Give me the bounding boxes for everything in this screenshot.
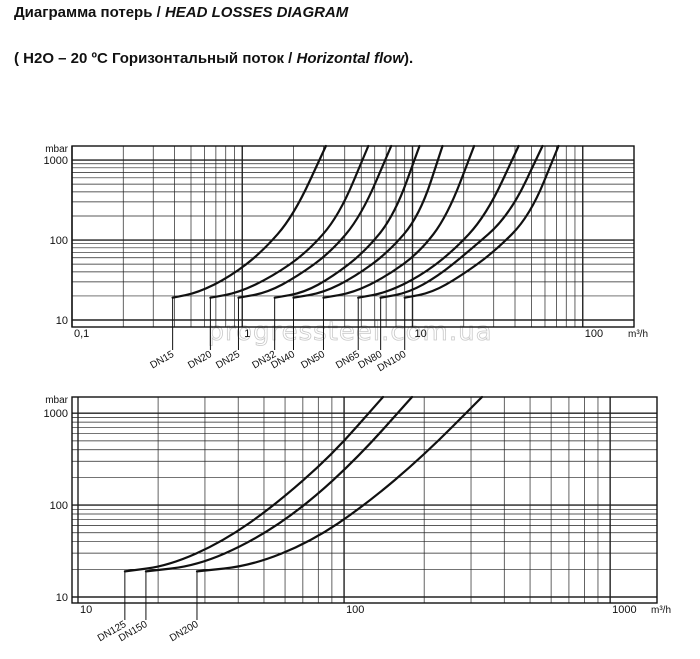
title-en: HEAD LOSSES DIAGRAM (164, 4, 349, 21)
series-line-dn32 (273, 144, 421, 299)
series-line-dn80 (379, 144, 544, 299)
chart-title: Диаграмма потерь / HEAD LOSSES DIAGRAM (14, 4, 348, 21)
series-line-dn125 (123, 395, 385, 573)
series-line-dn15 (171, 144, 327, 299)
series-line-dn40 (292, 144, 444, 299)
x-tick-label: 10 (414, 328, 426, 340)
title-ru: Диаграмма потерь / (14, 4, 165, 21)
chart-subtitle: ( H2O – 20 ºC Горизонтальный поток / Hor… (14, 50, 413, 67)
x-tick-label: 100 (346, 604, 364, 616)
y-tick-label: 1000 (44, 408, 68, 420)
series-line-dn50 (322, 144, 476, 299)
plot-frame (71, 396, 658, 604)
series-label-dn200: DN200 (168, 619, 201, 644)
series-label-dn50: DN50 (299, 349, 327, 372)
y-tick-label: 100 (50, 500, 68, 512)
series-label-dn15: DN15 (148, 349, 176, 372)
subtitle-close: ). (404, 50, 414, 67)
subtitle-open: ( H2O – 20 ºC Горизонтальный поток / (14, 50, 297, 67)
series-line-dn25 (237, 144, 393, 299)
y-tick-label: 100 (50, 235, 68, 247)
grid-lines (71, 146, 635, 327)
series-label-dn20: DN20 (186, 349, 214, 372)
series-line-dn100 (403, 144, 560, 299)
watermark-text: progressteel.com.ua (207, 317, 492, 347)
series-line-dn65 (357, 144, 520, 299)
y-axis-unit: mbar (45, 395, 68, 406)
x-tick-label: 100 (585, 328, 603, 340)
series-label-dn25: DN25 (214, 349, 242, 372)
y-tick-label: 10 (56, 315, 68, 327)
grid-lines (72, 397, 657, 603)
x-tick-label: 1000 (612, 604, 636, 616)
series-line-dn20 (209, 144, 370, 299)
y-axis-unit: mbar (45, 144, 68, 155)
x-tick-label: 10 (80, 604, 92, 616)
series-line-dn200 (195, 395, 484, 573)
x-tick-label: 1 (244, 328, 250, 340)
x-axis-unit: m³/h (628, 329, 648, 340)
plot-frame (71, 145, 635, 328)
x-tick-label: 0,1 (74, 328, 89, 340)
y-tick-label: 1000 (44, 155, 68, 167)
x-axis-unit: m³/h (651, 605, 671, 616)
y-tick-label: 10 (56, 592, 68, 604)
series-line-dn150 (144, 395, 414, 573)
subtitle-en: Horizontal flow (296, 50, 405, 67)
